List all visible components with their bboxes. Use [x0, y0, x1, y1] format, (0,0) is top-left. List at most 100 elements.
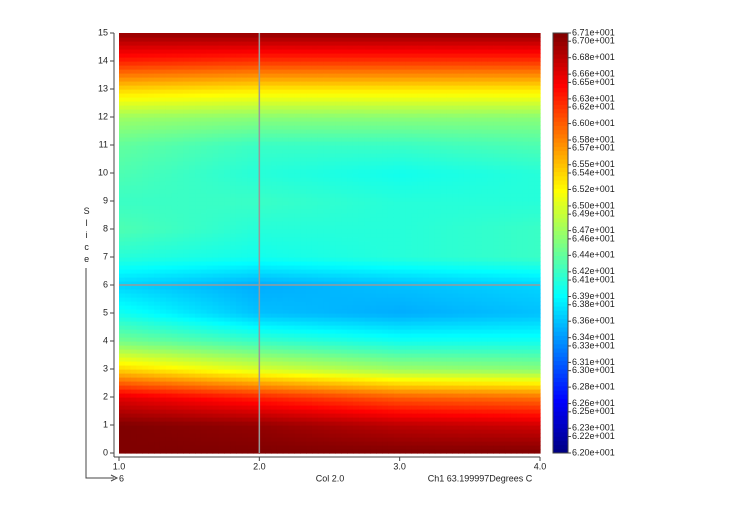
- contour-cell: [189, 429, 196, 434]
- contour-cell: [177, 341, 184, 346]
- contour-cell: [516, 301, 524, 306]
- contour-cell: [534, 241, 541, 246]
- contour-cell: [317, 353, 325, 358]
- contour-cell: [218, 353, 225, 358]
- contour-cell: [364, 449, 372, 454]
- contour-cell: [504, 329, 512, 334]
- contour-cell: [276, 309, 284, 314]
- contour-cell: [335, 393, 342, 398]
- contour-cell: [481, 217, 488, 222]
- contour-cell: [317, 289, 325, 294]
- contour-cell: [463, 225, 471, 230]
- contour-cell: [195, 309, 202, 314]
- contour-cell: [288, 317, 296, 322]
- contour-cell: [218, 217, 225, 222]
- contour-cell: [528, 429, 535, 434]
- contour-cell: [423, 377, 430, 382]
- contour-cell: [376, 253, 383, 258]
- contour-cell: [317, 449, 325, 454]
- contour-cell: [311, 233, 319, 238]
- contour-cell: [411, 297, 418, 302]
- contour-cell: [352, 393, 360, 398]
- contour-cell: [370, 381, 377, 386]
- contour-cell: [399, 389, 407, 394]
- contour-cell: [230, 429, 237, 434]
- contour-cell: [528, 229, 535, 234]
- contour-cell: [148, 185, 155, 190]
- contour-cell: [119, 369, 126, 374]
- contour-cell: [481, 297, 488, 302]
- contour-cell: [142, 373, 149, 378]
- contour-cell: [142, 209, 149, 214]
- contour-cell: [300, 397, 307, 402]
- contour-cell: [323, 213, 331, 218]
- contour-cell: [206, 225, 214, 230]
- contour-cell: [399, 237, 407, 242]
- contour-cell: [475, 185, 483, 190]
- contour-cell: [212, 369, 220, 374]
- contour-cell: [259, 249, 266, 254]
- contour-cell: [311, 361, 319, 366]
- contour-cell: [475, 337, 483, 342]
- contour-cell: [306, 349, 313, 354]
- contour-cell: [317, 345, 325, 350]
- contour-cell: [364, 273, 372, 278]
- contour-cell: [352, 341, 360, 346]
- contour-cell: [335, 361, 342, 366]
- contour-cell: [469, 381, 477, 386]
- contour-cell: [458, 225, 465, 230]
- contour-cell: [364, 421, 372, 426]
- contour-cell: [452, 269, 459, 274]
- contour-cell: [230, 445, 237, 450]
- contour-cell: [300, 401, 307, 406]
- contour-cell: [452, 201, 459, 206]
- contour-cell: [259, 193, 266, 198]
- contour-cell: [452, 437, 459, 442]
- contour-cell: [212, 285, 220, 290]
- contour-cell: [259, 441, 266, 446]
- contour-cell: [294, 225, 301, 230]
- contour-cell: [393, 341, 401, 346]
- contour-cell: [411, 281, 418, 286]
- contour-cell: [352, 209, 360, 214]
- contour-cell: [499, 197, 506, 202]
- contour-cell: [364, 225, 372, 230]
- contour-cell: [335, 425, 342, 430]
- contour-cell: [323, 393, 331, 398]
- contour-cell: [469, 205, 477, 210]
- contour-cell: [288, 313, 296, 318]
- contour-cell: [475, 421, 483, 426]
- contour-cell: [382, 257, 389, 262]
- contour-cell: [165, 429, 173, 434]
- contour-cell: [399, 377, 407, 382]
- contour-cell: [148, 237, 155, 242]
- contour-cell: [423, 229, 430, 234]
- contour-cell: [516, 429, 524, 434]
- contour-cell: [329, 249, 336, 254]
- contour-cell: [206, 201, 214, 206]
- contour-cell: [311, 397, 319, 402]
- contour-cell: [341, 277, 348, 282]
- contour-cell: [405, 413, 412, 418]
- contour-cell: [177, 245, 184, 250]
- contour-cell: [259, 265, 266, 270]
- contour-cell: [504, 237, 512, 242]
- contour-cell: [475, 425, 483, 430]
- contour-cell: [218, 209, 225, 214]
- contour-cell: [475, 321, 483, 326]
- contour-cell: [440, 425, 448, 430]
- contour-cell: [364, 177, 372, 182]
- contour-cell: [306, 257, 313, 262]
- contour-cell: [376, 325, 383, 330]
- contour-cell: [382, 265, 389, 270]
- contour-cell: [200, 257, 208, 262]
- contour-cell: [195, 241, 202, 246]
- contour-cell: [364, 289, 372, 294]
- contour-cell: [159, 209, 167, 214]
- contour-cell: [148, 345, 155, 350]
- contour-cell: [142, 341, 149, 346]
- contour-cell: [393, 289, 401, 294]
- contour-cell: [230, 449, 237, 454]
- contour-cell: [159, 313, 167, 318]
- contour-cell: [475, 285, 483, 290]
